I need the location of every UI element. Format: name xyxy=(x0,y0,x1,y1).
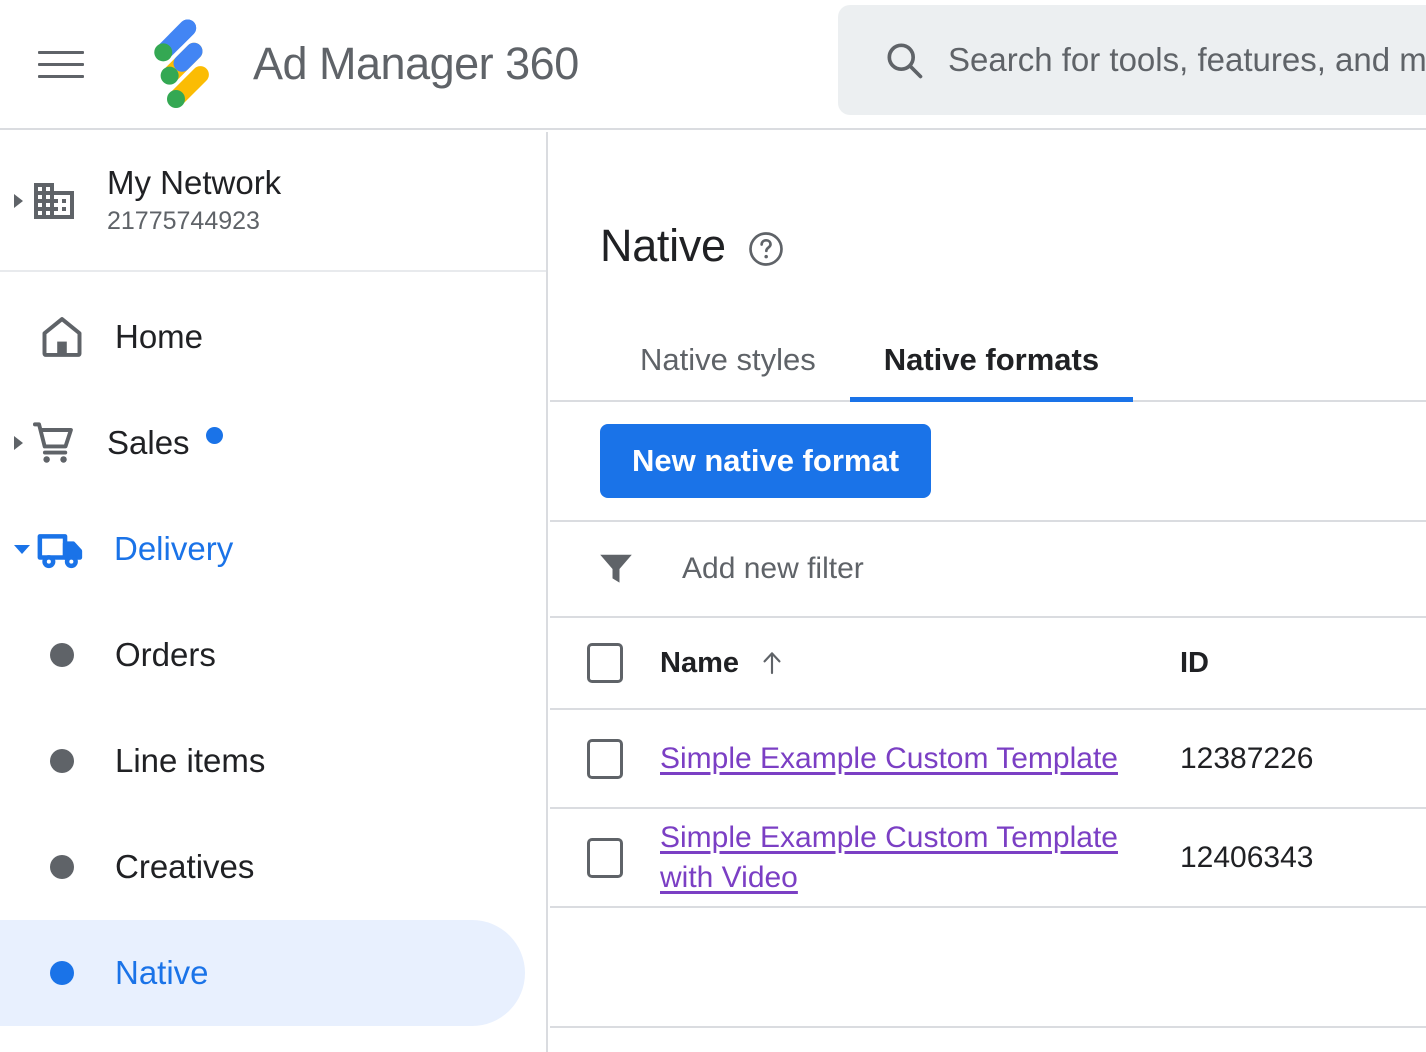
domain-building-icon xyxy=(23,177,85,225)
triangle-down-icon[interactable] xyxy=(14,544,30,554)
new-native-format-button[interactable]: New native format xyxy=(600,424,932,498)
row-id-cell: 12406343 xyxy=(1180,840,1314,874)
ad-manager-logo[interactable] xyxy=(136,18,228,110)
action-bar: New native format xyxy=(550,402,1426,522)
page-title: Native xyxy=(600,220,726,271)
row-name-cell: Simple Example Custom Template with Vide… xyxy=(660,818,1180,898)
hamburger-bar xyxy=(38,50,84,54)
row-id-cell: 12387226 xyxy=(1180,741,1314,775)
sales-notification-dot xyxy=(205,426,223,444)
sidebar-item-delivery[interactable]: Delivery xyxy=(0,496,546,602)
app-header: Ad Manager 360 xyxy=(0,0,1426,130)
sidebar-item-home[interactable]: Home xyxy=(0,284,546,390)
row-checkbox[interactable] xyxy=(587,837,623,878)
hamburger-bar xyxy=(38,74,84,78)
network-name: My Network xyxy=(107,164,282,202)
select-all-cell xyxy=(550,643,660,683)
filter-funnel-icon[interactable] xyxy=(594,547,638,591)
table-header-row: Name ID xyxy=(550,618,1426,710)
tab-bar: Native styles Native formats xyxy=(550,302,1426,402)
column-header-name-label: Name xyxy=(660,646,739,679)
tab-native-styles[interactable]: Native styles xyxy=(640,342,816,377)
native-format-link[interactable]: Simple Example Custom Template xyxy=(660,741,1118,775)
triangle-right-icon[interactable] xyxy=(14,436,23,450)
sidebar-item-sales[interactable]: Sales xyxy=(0,390,546,496)
sidebar-item-label: Native xyxy=(115,954,209,991)
sidebar-item-label: Sales xyxy=(107,424,190,461)
sidebar-item-line-items[interactable]: Line items xyxy=(0,708,546,814)
table-footer-area xyxy=(550,908,1426,1028)
ad-manager-logo-svg xyxy=(154,19,209,109)
network-text-block: My Network 21775744923 xyxy=(107,164,281,237)
page-header: Native xyxy=(550,132,1426,302)
arrow-up-icon[interactable] xyxy=(756,647,788,679)
hamburger-menu-icon[interactable] xyxy=(38,44,90,84)
network-selector[interactable]: My Network 21775744923 xyxy=(0,132,546,272)
sidebar-item-label: Line items xyxy=(115,742,266,779)
primary-nav-list: Home Sales xyxy=(0,272,546,1026)
row-checkbox[interactable] xyxy=(587,738,623,779)
triangle-right-icon[interactable] xyxy=(14,194,23,208)
local-shipping-truck-icon xyxy=(30,522,92,576)
sidebar-item-orders[interactable]: Orders xyxy=(0,602,546,708)
bullet-icon xyxy=(50,961,74,985)
global-search-bar[interactable] xyxy=(838,5,1426,115)
table-row[interactable]: Simple Example Custom Template 12387226 xyxy=(550,710,1426,809)
shopping-cart-icon xyxy=(23,417,85,469)
sidebar-item-label: Delivery xyxy=(114,530,234,567)
row-select-cell xyxy=(550,837,660,878)
add-new-filter-label[interactable]: Add new filter xyxy=(682,552,864,585)
search-input[interactable] xyxy=(948,41,1426,79)
hamburger-bar xyxy=(38,62,84,66)
tab-native-formats[interactable]: Native formats xyxy=(849,342,1134,402)
table-row[interactable]: Simple Example Custom Template with Vide… xyxy=(550,809,1426,908)
sidebar-item-creatives[interactable]: Creatives xyxy=(0,814,546,920)
bullet-icon xyxy=(50,643,74,667)
select-all-checkbox[interactable] xyxy=(587,643,623,683)
native-format-link[interactable]: Simple Example Custom Template with Vide… xyxy=(660,820,1118,894)
home-icon xyxy=(31,312,93,362)
main-content: Native Native styles Native formats New … xyxy=(550,132,1426,1052)
row-select-cell xyxy=(550,738,660,779)
sidebar-item-native[interactable]: Native xyxy=(0,920,525,1026)
bullet-icon xyxy=(50,855,74,879)
sidebar-item-label: Orders xyxy=(115,636,216,673)
native-formats-table: Name ID Simple Example Custom Template 1… xyxy=(550,618,1426,1028)
search-icon xyxy=(887,43,923,79)
bullet-icon xyxy=(50,749,74,773)
sidebar-item-label: Creatives xyxy=(115,848,255,885)
help-question-circle-icon[interactable] xyxy=(746,229,786,269)
row-name-cell: Simple Example Custom Template xyxy=(660,739,1180,779)
column-header-id[interactable]: ID xyxy=(1180,646,1209,679)
column-header-name[interactable]: Name xyxy=(660,647,1180,680)
app-title: Ad Manager 360 xyxy=(253,38,579,89)
sidebar-item-label: Home xyxy=(115,318,204,355)
sidebar-navigation: My Network 21775744923 Home xyxy=(0,132,548,1052)
network-id: 21775744923 xyxy=(107,207,260,236)
filter-bar[interactable]: Add new filter xyxy=(550,522,1426,618)
